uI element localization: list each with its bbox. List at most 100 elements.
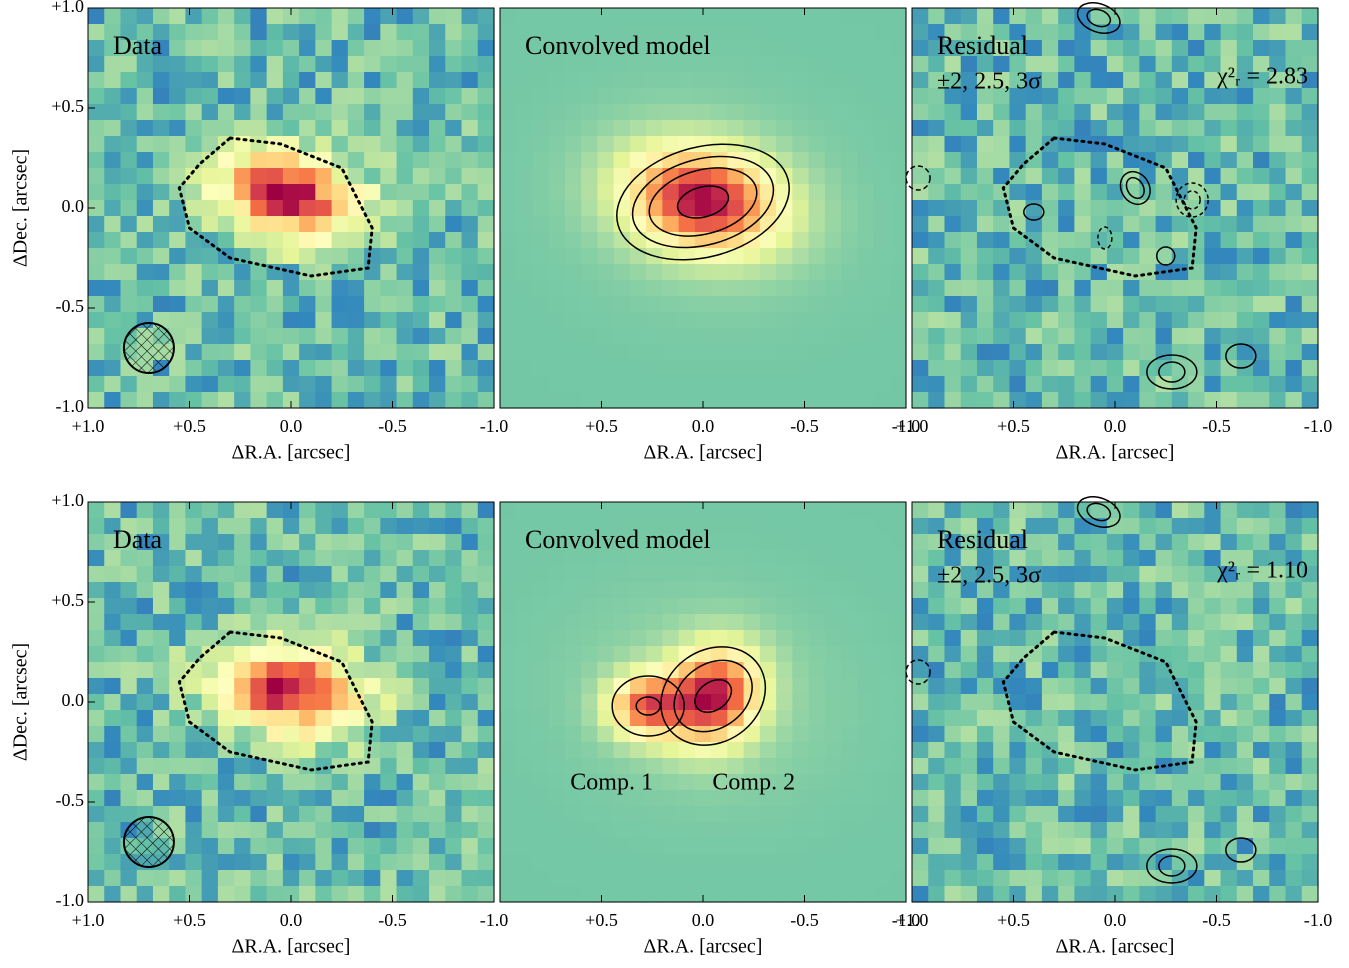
- pixel: [396, 168, 414, 185]
- pixel: [120, 550, 138, 567]
- pixel: [201, 200, 219, 217]
- pixel: [1139, 774, 1157, 791]
- pixel: [152, 566, 170, 583]
- pixel: [792, 360, 810, 377]
- pixel: [477, 312, 495, 329]
- pixel: [792, 774, 810, 791]
- pixel: [250, 280, 268, 297]
- pixel: [1171, 614, 1189, 631]
- pixel: [429, 184, 446, 201]
- pixel: [250, 216, 268, 233]
- pixel: [315, 614, 333, 631]
- pixel: [743, 582, 761, 599]
- pixel: [912, 646, 929, 663]
- pixel: [1171, 806, 1189, 823]
- pixel: [1204, 72, 1222, 89]
- pixel: [500, 328, 517, 345]
- image-panel: [499, 501, 907, 903]
- pixel: [500, 886, 517, 903]
- pixel: [1025, 40, 1043, 57]
- pixel: [380, 56, 398, 73]
- x-tick-label: 0.0: [692, 416, 715, 436]
- pixel: [364, 694, 381, 711]
- pixel: [1025, 72, 1043, 89]
- pixel: [564, 296, 582, 313]
- pixel: [347, 248, 365, 265]
- pixel: [299, 870, 316, 887]
- pixel: [1123, 136, 1140, 153]
- pixel: [1155, 184, 1173, 201]
- pixel: [1058, 40, 1075, 57]
- pixel: [201, 502, 219, 519]
- pixel: [694, 152, 712, 169]
- pixel: [613, 502, 631, 519]
- pixel: [1269, 72, 1287, 89]
- pixel: [1009, 168, 1027, 185]
- pixel: [1155, 886, 1173, 903]
- pixel: [857, 200, 875, 217]
- pixel: [873, 550, 891, 567]
- pixel: [993, 630, 1011, 647]
- pixel: [1074, 838, 1092, 855]
- pixel: [1090, 248, 1108, 265]
- pixel: [646, 136, 663, 153]
- pixel: [412, 678, 430, 695]
- pixel: [1058, 328, 1075, 345]
- pixel: [282, 216, 300, 233]
- y-tick-label: -1.0: [56, 396, 85, 416]
- pixel: [662, 822, 680, 839]
- pixel: [88, 678, 105, 695]
- pixel: [152, 790, 170, 807]
- pixel: [136, 168, 154, 185]
- pixel: [1204, 694, 1222, 711]
- pixel: [1204, 806, 1222, 823]
- pixel: [477, 40, 495, 57]
- pixel: [993, 376, 1011, 393]
- pixel: [662, 854, 680, 871]
- pixel: [1188, 24, 1205, 41]
- pixel: [169, 200, 187, 217]
- pixel: [299, 582, 316, 599]
- pixel: [1139, 518, 1157, 535]
- pixel: [808, 886, 826, 903]
- pixel: [629, 296, 647, 313]
- pixel: [581, 678, 599, 695]
- pixel: [477, 216, 495, 233]
- pixel: [1090, 598, 1108, 615]
- pixel: [944, 774, 962, 791]
- pixel: [548, 742, 566, 759]
- pixel: [104, 694, 122, 711]
- pixel: [299, 550, 316, 567]
- pixel: [445, 104, 463, 121]
- pixel: [912, 630, 929, 647]
- pixel: [234, 168, 251, 185]
- pixel: [727, 502, 745, 519]
- pixel: [364, 216, 381, 233]
- pixel: [1074, 200, 1092, 217]
- pixel: [1285, 392, 1303, 409]
- pixel: [217, 598, 235, 615]
- pixel: [792, 200, 810, 217]
- pixel: [234, 360, 251, 377]
- pixel: [928, 264, 946, 281]
- pixel: [1058, 518, 1075, 535]
- pixel: [944, 40, 962, 57]
- pixel: [759, 72, 777, 89]
- pixel: [1106, 40, 1124, 57]
- pixel: [743, 392, 761, 409]
- pixel: [564, 72, 582, 89]
- pixel: [1025, 184, 1043, 201]
- pixel: [461, 88, 479, 105]
- pixel: [662, 726, 680, 743]
- pixel: [662, 582, 680, 599]
- pixel: [1041, 582, 1059, 599]
- pixel: [928, 838, 946, 855]
- pixel: [532, 136, 550, 153]
- pixel: [234, 8, 251, 25]
- pixel: [1285, 328, 1303, 345]
- pixel: [1106, 200, 1124, 217]
- pixel: [201, 742, 219, 759]
- pixel: [759, 152, 777, 169]
- pixel: [808, 216, 826, 233]
- pixel: [201, 758, 219, 775]
